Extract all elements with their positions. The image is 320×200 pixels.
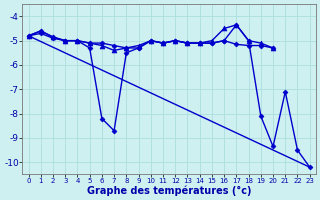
X-axis label: Graphe des températures (°c): Graphe des températures (°c) (87, 185, 252, 196)
